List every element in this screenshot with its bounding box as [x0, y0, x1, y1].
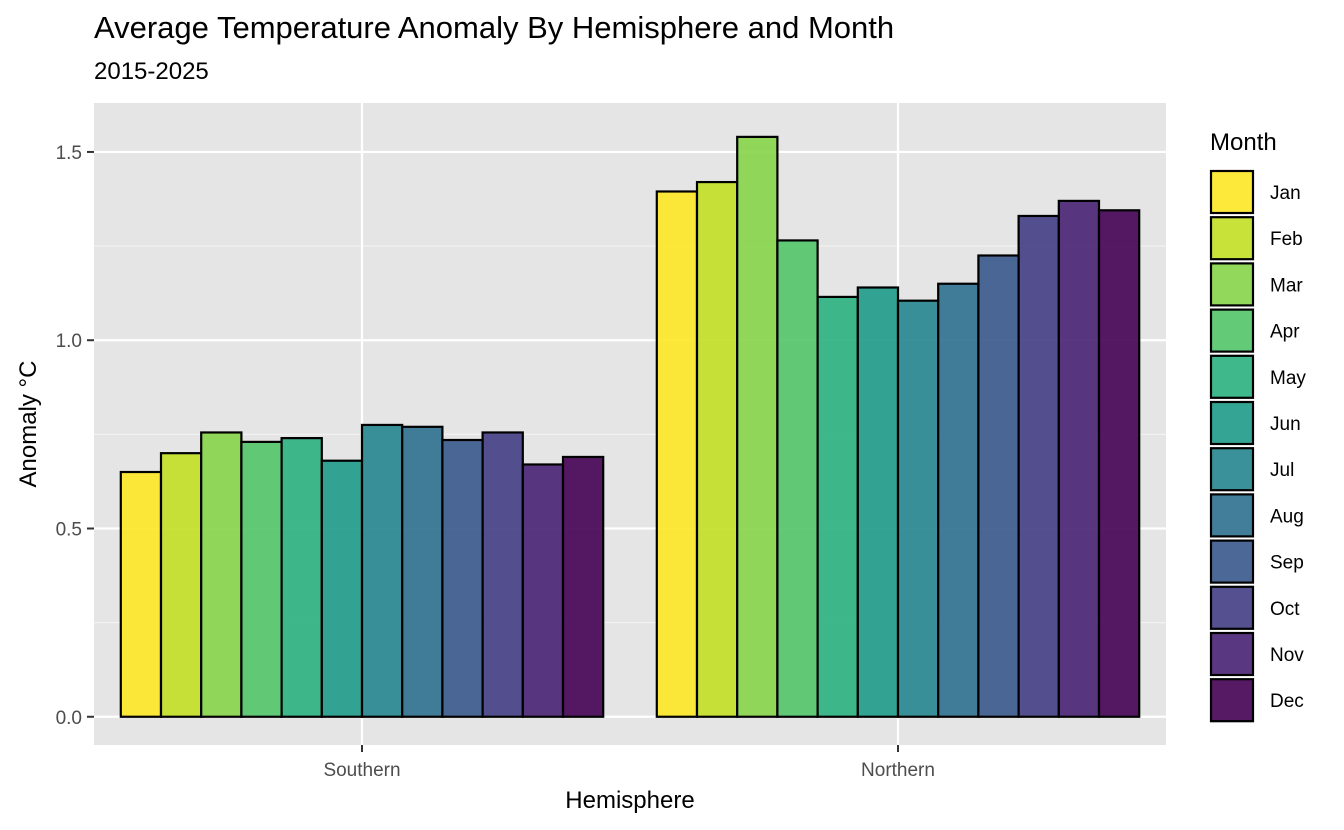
y-tick-label: 1.0	[56, 331, 82, 352]
bar-jan-southern	[119, 470, 163, 718]
bar-jun-northern	[856, 286, 900, 718]
bar-jan-northern	[655, 190, 699, 718]
legend-label: Sep	[1270, 553, 1304, 574]
legend-label: Oct	[1270, 599, 1300, 620]
x-tick-label: Southern	[323, 760, 400, 781]
bar-jul-northern	[896, 299, 940, 718]
legend-label: Aug	[1270, 506, 1304, 527]
bar-may-northern	[816, 295, 859, 718]
y-tick-label: 0.5	[56, 519, 82, 540]
chart-title: Average Temperature Anomaly By Hemispher…	[94, 10, 895, 45]
chart-subtitle: 2015-2025	[94, 58, 209, 85]
legend-key-aug	[1209, 493, 1255, 538]
legend-key-nov	[1209, 631, 1255, 677]
legend-key-mar	[1209, 262, 1255, 307]
legend-label: Jun	[1270, 414, 1301, 435]
legend: Month Jan Feb Mar Apr May Jun Jul Aug Sep Oct Nov D…	[1209, 129, 1306, 723]
bar-jun-southern	[320, 459, 364, 718]
legend-label: Apr	[1270, 322, 1300, 343]
legend-label: Jan	[1270, 183, 1301, 204]
bars	[119, 135, 1141, 718]
y-tick-label: 1.5	[56, 143, 82, 164]
bar-aug-northern	[937, 282, 980, 718]
y-axis-title: Anomaly °C	[15, 361, 42, 488]
legend-key-oct	[1209, 585, 1255, 630]
legend-label: Feb	[1270, 229, 1303, 250]
legend-key-sep	[1209, 539, 1255, 584]
x-tick-label: Northern	[861, 760, 935, 781]
legend-key-jan	[1209, 169, 1255, 215]
legend-key-feb	[1209, 216, 1255, 261]
legend-key-may	[1209, 354, 1255, 399]
legend-label: May	[1270, 368, 1306, 389]
bar-may-southern	[280, 437, 323, 718]
bar-dec-northern	[1097, 209, 1141, 718]
bar-sep-northern	[977, 254, 1020, 718]
bar-jul-southern	[360, 423, 404, 718]
legend-label: Mar	[1270, 275, 1303, 296]
legend-title: Month	[1210, 129, 1277, 156]
y-tick-label: 0.0	[56, 708, 82, 729]
x-axis-title: Hemisphere	[565, 787, 694, 814]
legend-key-dec	[1209, 678, 1255, 723]
bar-feb-southern	[159, 452, 203, 718]
bar-mar-southern	[200, 431, 243, 718]
bar-apr-northern	[776, 239, 819, 718]
bar-aug-southern	[401, 425, 444, 718]
x-axis: Southern Northern	[323, 745, 935, 781]
bar-oct-northern	[1017, 214, 1060, 718]
bar-dec-southern	[561, 455, 605, 718]
bar-sep-southern	[441, 438, 484, 718]
bar-nov-northern	[1057, 199, 1101, 718]
bar-feb-northern	[695, 180, 739, 718]
bar-oct-southern	[481, 431, 524, 718]
bar-apr-southern	[240, 440, 283, 718]
legend-label: Jul	[1270, 460, 1294, 481]
bar-mar-northern	[736, 135, 779, 718]
legend-label: Nov	[1270, 645, 1304, 666]
legend-key-apr	[1209, 308, 1255, 353]
y-axis: 0.0 0.5 1.0 1.5	[56, 143, 94, 729]
legend-key-jun	[1209, 400, 1255, 446]
legend-label: Dec	[1270, 691, 1304, 712]
legend-key-jul	[1209, 447, 1255, 492]
bar-nov-southern	[521, 463, 565, 718]
